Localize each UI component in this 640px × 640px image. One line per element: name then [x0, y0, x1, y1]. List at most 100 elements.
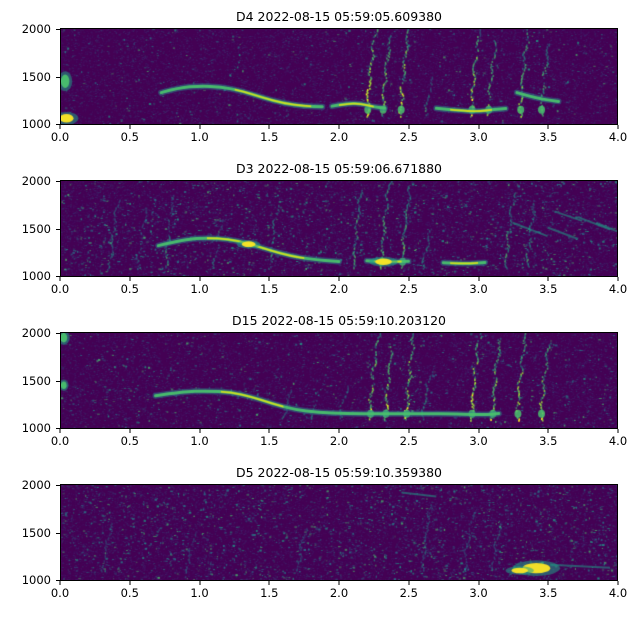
spectrogram-canvas: [61, 333, 617, 428]
x-tick-label: 3.5: [539, 434, 558, 448]
x-tick-label: 2.5: [399, 586, 418, 600]
y-tick-mark: [56, 276, 60, 277]
x-tick-label: 2.5: [399, 282, 418, 296]
y-axis: 1000 1500 2000: [0, 326, 60, 435]
x-tick-label: 0.0: [50, 586, 70, 600]
y-axis: 1000 1500 2000: [0, 478, 60, 587]
x-axis: 0.0 0.5 1.0 1.5 2.0 2.5 3.0 3.5 4.0: [51, 277, 627, 297]
x-tick-mark: [59, 125, 61, 129]
x-tick-mark: [617, 277, 619, 281]
y-tick-label: 1500: [21, 221, 51, 236]
x-tick-label: 2.0: [329, 586, 349, 600]
x-tick-label: 3.0: [469, 130, 488, 144]
subplot-d4: D4 2022-08-15 05:59:05.609380 1000 1500 20…: [0, 6, 627, 145]
y-axis: 1000 1500 2000: [0, 22, 60, 131]
y-tick-mark: [56, 333, 60, 334]
x-tick-mark: [129, 277, 131, 281]
x-tick-label: 3.0: [469, 586, 488, 600]
x-tick-label: 1.5: [260, 586, 279, 600]
x-tick-mark: [268, 125, 270, 129]
x-tick-label: 2.0: [329, 130, 349, 144]
x-tick-mark: [199, 429, 200, 433]
y-tick-mark: [56, 485, 60, 486]
y-tick-label: 1000: [21, 117, 51, 131]
x-tick-label: 0.5: [120, 434, 139, 448]
spectrogram-plot: [60, 484, 618, 581]
spectrogram-plot: [60, 180, 618, 277]
x-tick-label: 4.0: [608, 130, 628, 144]
y-tick-label: 1000: [21, 421, 51, 435]
x-tick-mark: [129, 429, 131, 433]
y-tick-label: 2000: [21, 174, 51, 188]
y-tick-mark: [56, 124, 60, 125]
y-tick-mark: [56, 580, 60, 581]
y-tick-label: 1500: [21, 69, 51, 84]
x-tick-label: 2.5: [399, 130, 418, 144]
plot-title: D5 2022-08-15 05:59:10.359380: [236, 465, 442, 480]
x-tick-mark: [617, 429, 619, 433]
x-tick-label: 1.5: [260, 130, 279, 144]
x-tick-mark: [547, 581, 549, 585]
y-tick-label: 2000: [21, 326, 51, 340]
y-tick-label: 1000: [21, 573, 51, 587]
x-tick-label: 1.0: [190, 586, 209, 600]
x-tick-mark: [268, 581, 270, 585]
x-tick-mark: [59, 277, 61, 281]
x-tick-label: 0.0: [50, 282, 70, 296]
x-tick-mark: [478, 581, 479, 585]
y-tick-label: 1500: [21, 525, 51, 540]
x-tick-mark: [478, 429, 479, 433]
x-tick-mark: [547, 429, 549, 433]
x-tick-mark: [129, 125, 131, 129]
x-axis: 0.0 0.5 1.0 1.5 2.0 2.5 3.0 3.5 4.0: [51, 581, 627, 601]
spectrogram-canvas: [61, 181, 617, 276]
y-tick-label: 1000: [21, 269, 51, 283]
x-tick-label: 1.5: [260, 282, 279, 296]
y-tick-mark: [56, 181, 60, 182]
x-tick-mark: [547, 277, 549, 281]
x-tick-label: 1.0: [190, 434, 209, 448]
plot-title: D3 2022-08-15 05:59:06.671880: [236, 161, 442, 176]
x-tick-mark: [338, 125, 340, 129]
y-tick-mark: [56, 29, 60, 30]
subplot-d5: D5 2022-08-15 05:59:10.359380 1000 1500 20…: [0, 462, 627, 601]
x-tick-label: 3.0: [469, 434, 488, 448]
x-tick-label: 4.0: [608, 434, 628, 448]
x-tick-mark: [478, 125, 479, 129]
x-tick-mark: [408, 125, 410, 129]
x-tick-label: 2.0: [329, 434, 349, 448]
x-tick-mark: [199, 125, 200, 129]
x-tick-mark: [199, 581, 200, 585]
x-tick-mark: [59, 429, 61, 433]
subplot-d15: D15 2022-08-15 05:59:10.203120 1000 1500 2…: [0, 310, 627, 449]
x-tick-mark: [547, 125, 549, 129]
y-tick-mark: [56, 76, 60, 78]
plot-title: D4 2022-08-15 05:59:05.609380: [236, 9, 442, 24]
y-axis: 1000 1500 2000: [0, 174, 60, 283]
x-tick-mark: [478, 277, 479, 281]
x-tick-label: 4.0: [608, 586, 628, 600]
x-tick-label: 3.5: [539, 282, 558, 296]
x-tick-mark: [268, 429, 270, 433]
x-tick-label: 0.5: [120, 130, 139, 144]
spectrogram-plot: [60, 28, 618, 125]
spectrogram-canvas: [61, 29, 617, 124]
x-tick-mark: [408, 581, 410, 585]
x-tick-label: 0.5: [120, 282, 139, 296]
x-tick-label: 3.5: [539, 130, 558, 144]
spectrogram-plot: [60, 332, 618, 429]
x-axis: 0.0 0.5 1.0 1.5 2.0 2.5 3.0 3.5 4.0: [51, 125, 627, 145]
x-tick-mark: [338, 581, 340, 585]
subplot-d3: D3 2022-08-15 05:59:06.671880 1000 1500 20…: [0, 158, 627, 297]
x-tick-mark: [338, 429, 340, 433]
y-tick-label: 2000: [21, 22, 51, 36]
x-tick-mark: [199, 277, 200, 281]
x-tick-mark: [617, 125, 619, 129]
y-tick-mark: [56, 428, 60, 429]
x-tick-mark: [408, 277, 410, 281]
y-tick-mark: [56, 228, 60, 230]
x-tick-label: 4.0: [608, 282, 628, 296]
x-tick-label: 0.5: [120, 586, 139, 600]
x-tick-label: 2.0: [329, 282, 349, 296]
